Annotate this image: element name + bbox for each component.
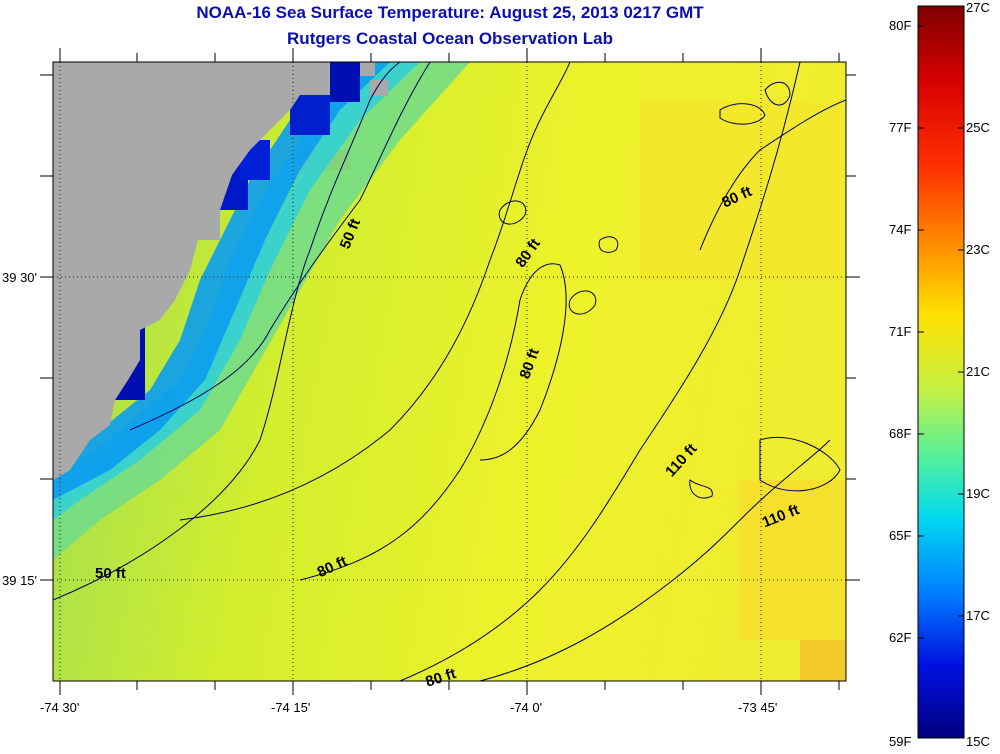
colorbar-f-label: 68F <box>889 426 912 441</box>
colorbar-c-label: 17C <box>966 608 990 623</box>
colorbar-ticks <box>918 25 964 639</box>
bathymetry-contours <box>53 62 846 681</box>
colorbar-f-label: 71F <box>889 324 912 339</box>
colorbar-c-label: 15C <box>966 734 990 749</box>
land-mass <box>53 62 330 480</box>
y-tick-label: 39 15' <box>2 573 38 588</box>
colorbar <box>917 5 965 739</box>
colorbar-f-label: 74F <box>889 222 912 237</box>
colorbar-f-label: 77F <box>889 120 912 135</box>
map-subtitle: Rutgers Coastal Ocean Observation Lab <box>287 29 613 48</box>
axis-ticks <box>40 48 860 695</box>
colorbar-f-label: 80F <box>889 18 912 33</box>
colorbar-c-label: 25C <box>966 120 990 135</box>
x-tick-label: -73 45' <box>738 700 778 715</box>
x-tick-label: -74 15' <box>271 700 311 715</box>
colorbar-c-label: 21C <box>966 364 990 379</box>
colorbar-f-label: 65F <box>889 528 912 543</box>
contour-label: 50 ft <box>95 565 126 582</box>
map-title: NOAA-16 Sea Surface Temperature: August … <box>196 3 704 22</box>
colorbar-c-label: 19C <box>966 486 990 501</box>
colorbar-f-label: 59F <box>889 734 912 749</box>
colorbar-c-label: 27C <box>966 0 990 15</box>
colorbar-f-label: 62F <box>889 630 912 645</box>
x-tick-label: -74 30' <box>40 700 80 715</box>
x-tick-label: -74 0' <box>510 700 543 715</box>
colorbar-c-label: 23C <box>966 242 990 257</box>
y-tick-label: 39 30' <box>2 270 38 285</box>
graticule <box>53 62 846 681</box>
